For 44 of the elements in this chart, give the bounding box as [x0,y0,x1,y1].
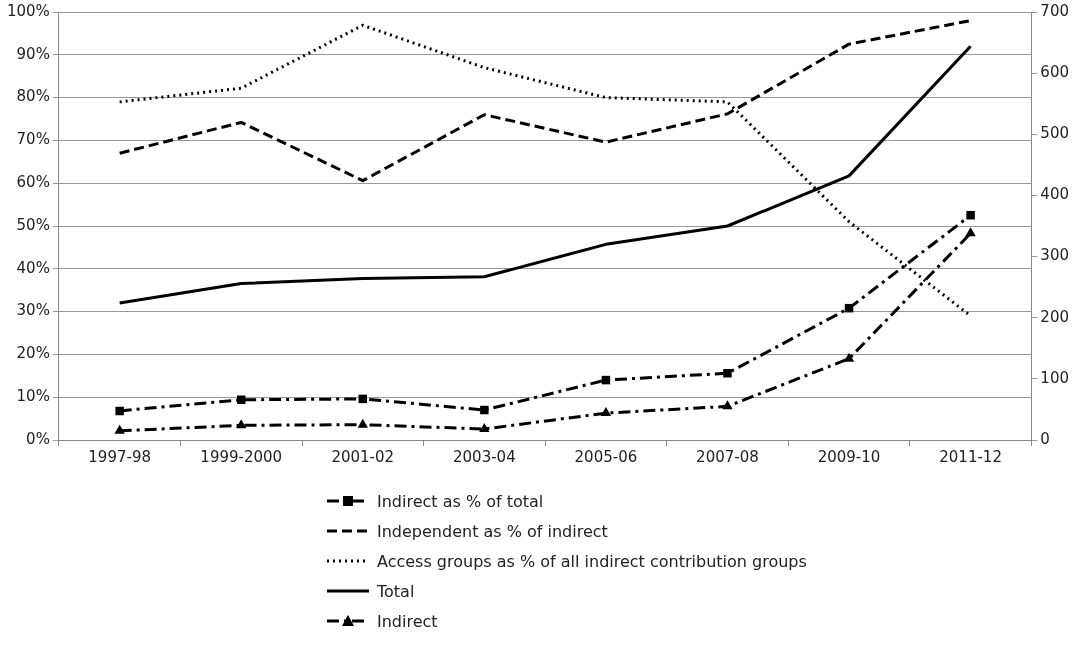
x-tick-label: 1999-2000 [200,447,283,466]
y-tick-label: 70% [16,130,50,149]
y2-tick-label: 500 [1040,124,1070,143]
legend-label: Independent as % of indirect [377,521,608,541]
y2-tick-label: 0 [1040,429,1050,448]
point [600,407,612,417]
x-tick-label: 2003-04 [453,447,516,466]
point [843,352,855,362]
point [357,418,368,428]
y2-tick-label: 400 [1040,185,1070,204]
x-tick-label: 1997-98 [88,447,152,466]
y-tick-label: 80% [16,87,50,106]
point [480,405,489,415]
y-tick-label: 60% [16,173,50,192]
legend-label: Access groups as % of all indirect contribution groups [377,551,807,571]
y2-tick-label: 300 [1040,246,1070,265]
y-tick-label: 30% [16,301,50,320]
y-tick-label: 90% [16,44,50,63]
y2-tick-label: 200 [1040,307,1070,326]
y-tick-label: 40% [16,258,50,277]
point [966,211,975,220]
y-tick-label: 0% [26,429,50,448]
y2-tick-label: 600 [1040,63,1070,82]
x-tick-label: 2007-08 [696,447,759,466]
x-tick-label: 2005-06 [574,447,638,466]
x-tick-label: 2011-12 [939,447,1002,466]
y-tick-label: 50% [16,215,50,234]
legend-label: Indirect as % of total [377,491,544,511]
legend-label: Indirect [377,611,438,631]
y-tick-label: 10% [16,387,50,406]
legend-label: Total [377,581,415,601]
point [723,368,732,378]
y-tick-label: 100% [6,1,50,20]
y2-tick-label: 100 [1040,368,1070,387]
x-tick-label: 2001-02 [331,447,395,466]
y2-tick-label: 700 [1040,1,1070,20]
x-tick-label: 2009-10 [817,447,881,466]
point [722,400,733,410]
point [236,419,247,429]
point [114,424,125,434]
point [479,422,490,432]
y-tick-label: 20% [16,344,50,363]
point [965,227,976,237]
point [115,406,124,416]
